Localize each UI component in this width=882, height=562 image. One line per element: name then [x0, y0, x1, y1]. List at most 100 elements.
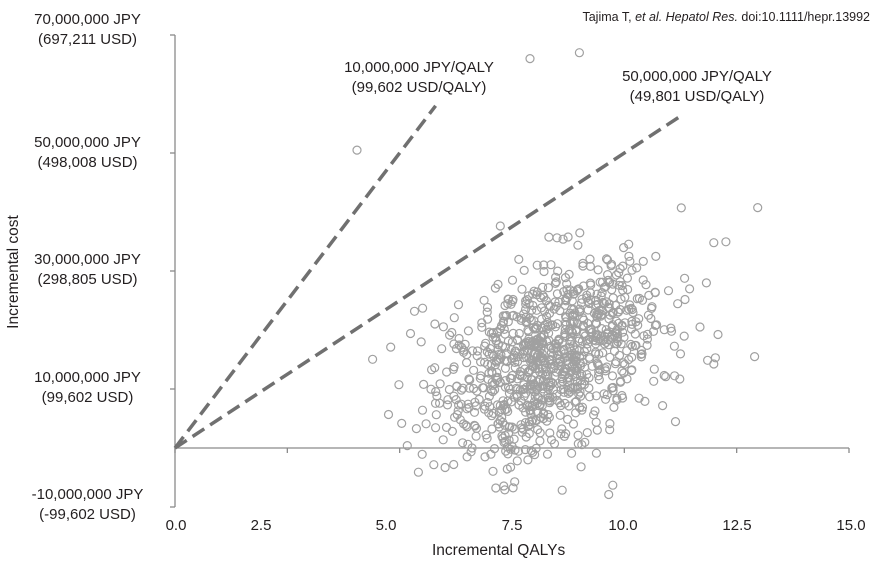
data-point — [605, 419, 615, 429]
data-point — [524, 340, 534, 350]
data-point — [417, 449, 427, 459]
data-point — [536, 339, 546, 349]
data-point — [450, 412, 460, 422]
data-point — [498, 417, 508, 427]
data-point — [459, 347, 469, 357]
data-point — [525, 420, 535, 430]
data-point — [625, 256, 635, 266]
data-point — [588, 410, 599, 420]
data-point — [558, 234, 568, 244]
data-point — [590, 406, 600, 416]
data-point — [438, 322, 448, 332]
data-point — [618, 243, 629, 253]
data-point — [627, 365, 637, 375]
data-point — [647, 302, 657, 312]
data-point — [568, 286, 579, 296]
data-point — [591, 448, 602, 458]
y-tick-label-10m: 10,000,000 JPY (99,602 USD) — [34, 369, 141, 406]
data-point — [507, 275, 518, 285]
y-tick-label-50m: 50,000,000 JPY (498,008 USD) — [34, 134, 141, 171]
data-point — [627, 319, 637, 329]
data-point — [622, 374, 632, 384]
data-point — [695, 322, 705, 332]
data-point — [669, 341, 680, 351]
data-point — [666, 326, 677, 336]
data-point — [506, 373, 517, 384]
data-point — [453, 300, 464, 310]
data-point — [431, 387, 441, 397]
data-point — [472, 346, 483, 356]
data-point — [606, 261, 616, 271]
data-point — [593, 360, 603, 370]
data-point — [560, 273, 571, 283]
data-point — [487, 424, 497, 434]
data-point — [534, 401, 545, 411]
data-point — [510, 362, 520, 373]
data-point — [447, 327, 457, 338]
data-point — [445, 330, 455, 340]
data-point — [565, 319, 576, 329]
data-point — [541, 324, 552, 334]
data-point — [402, 441, 412, 451]
data-point — [442, 400, 453, 410]
data-point — [512, 374, 523, 384]
data-point — [556, 379, 567, 389]
data-point — [484, 327, 494, 337]
data-point — [500, 300, 510, 311]
data-point — [553, 351, 564, 361]
data-point — [524, 428, 534, 439]
data-point — [644, 290, 654, 300]
data-point — [544, 232, 554, 242]
data-point — [578, 281, 589, 291]
data-point — [618, 261, 628, 271]
data-point — [464, 403, 474, 413]
data-point — [519, 380, 529, 390]
data-point — [500, 430, 510, 441]
data-point — [592, 425, 602, 435]
data-point — [503, 336, 513, 346]
data-point — [550, 272, 561, 282]
data-point — [560, 364, 570, 374]
data-point — [413, 467, 423, 477]
data-point — [492, 400, 503, 410]
data-point — [449, 313, 459, 323]
data-point — [634, 393, 644, 403]
data-point — [659, 370, 669, 381]
data-point — [552, 289, 563, 299]
data-point — [642, 340, 652, 350]
data-point — [523, 291, 534, 301]
data-point — [607, 371, 618, 381]
data-point — [504, 422, 514, 432]
data-point — [590, 349, 601, 359]
data-point — [532, 382, 542, 392]
data-point — [513, 384, 523, 394]
data-point — [491, 336, 501, 346]
data-point — [721, 237, 731, 247]
data-point — [442, 367, 452, 377]
data-point — [557, 485, 567, 495]
data-point — [479, 295, 489, 305]
data-point — [542, 449, 553, 459]
data-point — [507, 441, 517, 451]
data-point — [575, 361, 586, 371]
data-point — [510, 477, 520, 487]
data-point — [617, 281, 627, 291]
data-point — [617, 327, 628, 337]
data-point — [495, 416, 505, 426]
data-point — [490, 360, 500, 370]
data-point — [540, 371, 550, 381]
data-point — [600, 366, 611, 376]
data-point — [507, 354, 517, 364]
data-point — [624, 251, 634, 261]
data-point — [551, 277, 561, 287]
data-point — [507, 422, 517, 432]
data-point — [574, 307, 585, 317]
data-point — [501, 446, 511, 456]
x-tick-label-12-5: 12.5 — [722, 517, 752, 534]
data-point — [506, 299, 516, 309]
x-tick-label-2-5: 2.5 — [250, 517, 272, 534]
data-point — [475, 373, 485, 383]
data-point — [535, 332, 546, 342]
data-point — [626, 339, 636, 349]
